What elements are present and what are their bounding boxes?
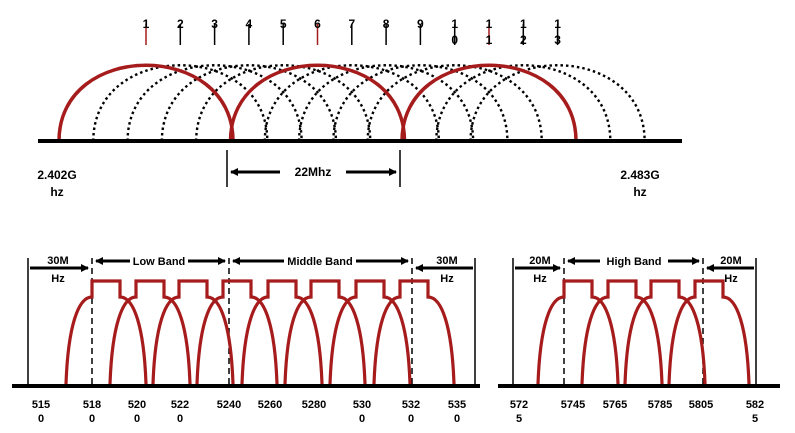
frequency-label-8-line2: 0 (359, 413, 365, 425)
frequency-label-10-line1: 535 (448, 399, 466, 411)
guard-right-label-2-line1: 20M (720, 255, 741, 267)
channel-curve-13 (471, 65, 645, 141)
channel-curves-2g4 (59, 65, 645, 141)
frequency-label-2-line2: 0 (89, 413, 95, 425)
channel-label-13-line1: 1 (554, 17, 561, 31)
channel-label-11-line1: 1 (486, 17, 493, 31)
guard-left-label-2-line2: Hz (533, 273, 547, 285)
frequency-label-8-line1: 530 (353, 399, 371, 411)
start-frequency-line1: 2.402G (37, 168, 76, 182)
channel-label-12-line2: 2 (520, 33, 527, 47)
channel-label-3: 3 (211, 17, 218, 31)
channel-label-11-line2: 1 (486, 33, 493, 47)
channel-width-label: 22Mhz (295, 165, 332, 179)
frequency-label-14: 5785 (648, 399, 672, 411)
channel-curves-5g (66, 281, 749, 384)
channel-label-9: 9 (417, 17, 424, 31)
frequency-label-11-line1: 572 (510, 399, 528, 411)
channel-label-10-line1: 1 (451, 17, 458, 31)
frequency-label-1-line2: 0 (38, 413, 44, 425)
frequency-label-3-line2: 0 (134, 413, 140, 425)
middle-band-label: Middle Band (287, 256, 352, 268)
high-band-label: High Band (607, 256, 662, 268)
channel-label-10-line2: 0 (451, 33, 458, 47)
frequency-label-6: 5260 (258, 399, 282, 411)
frequency-label-11-line2: 5 (516, 413, 522, 425)
frequency-label-16-line1: 582 (746, 399, 764, 411)
guard-left-label-line2: Hz (51, 273, 65, 285)
channel-curve-11 (402, 65, 576, 141)
frequency-label-5: 5240 (217, 399, 241, 411)
frequency-label-12: 5745 (561, 399, 585, 411)
end-frequency-line1: 2.483G (620, 168, 659, 182)
channel-label-6: 6 (314, 17, 321, 31)
guard-left-label-2-line1: 20M (529, 255, 550, 267)
channel-label-1: 1 (143, 17, 150, 31)
frequency-label-4-line2: 0 (177, 413, 183, 425)
frequency-label-7: 5280 (302, 399, 326, 411)
guard-left-label-line1: 30M (47, 255, 68, 267)
frequency-label-16-line2: 5 (752, 413, 758, 425)
channel-label-12-line1: 1 (520, 17, 527, 31)
channel-label-5: 5 (280, 17, 287, 31)
guard-right-label-2-line2: Hz (724, 273, 738, 285)
start-frequency-line2: hz (50, 185, 63, 199)
channel-label-4: 4 (246, 17, 253, 31)
end-frequency-line2: hz (633, 185, 646, 199)
channel-label-13-line2: 3 (554, 33, 561, 47)
channel-curve-12 (436, 65, 610, 141)
frequency-label-1-line1: 515 (32, 399, 50, 411)
frequency-label-9-line2: 0 (408, 413, 414, 425)
channel-label-7: 7 (348, 17, 355, 31)
frequency-label-13: 5765 (603, 399, 627, 411)
frequency-label-10-line2: 0 (454, 413, 460, 425)
frequency-label-15: 5805 (689, 399, 713, 411)
channel-label-2: 2 (177, 17, 184, 31)
channel-label-8: 8 (383, 17, 390, 31)
low-band-label: Low Band (133, 256, 186, 268)
frequency-label-9-line1: 532 (402, 399, 420, 411)
frequency-label-2-line1: 518 (83, 399, 101, 411)
frequency-label-4-line1: 522 (171, 399, 189, 411)
guard-right-label-line2: Hz (440, 273, 454, 285)
frequency-label-3-line1: 520 (128, 399, 146, 411)
guard-right-label-line1: 30M (436, 255, 457, 267)
